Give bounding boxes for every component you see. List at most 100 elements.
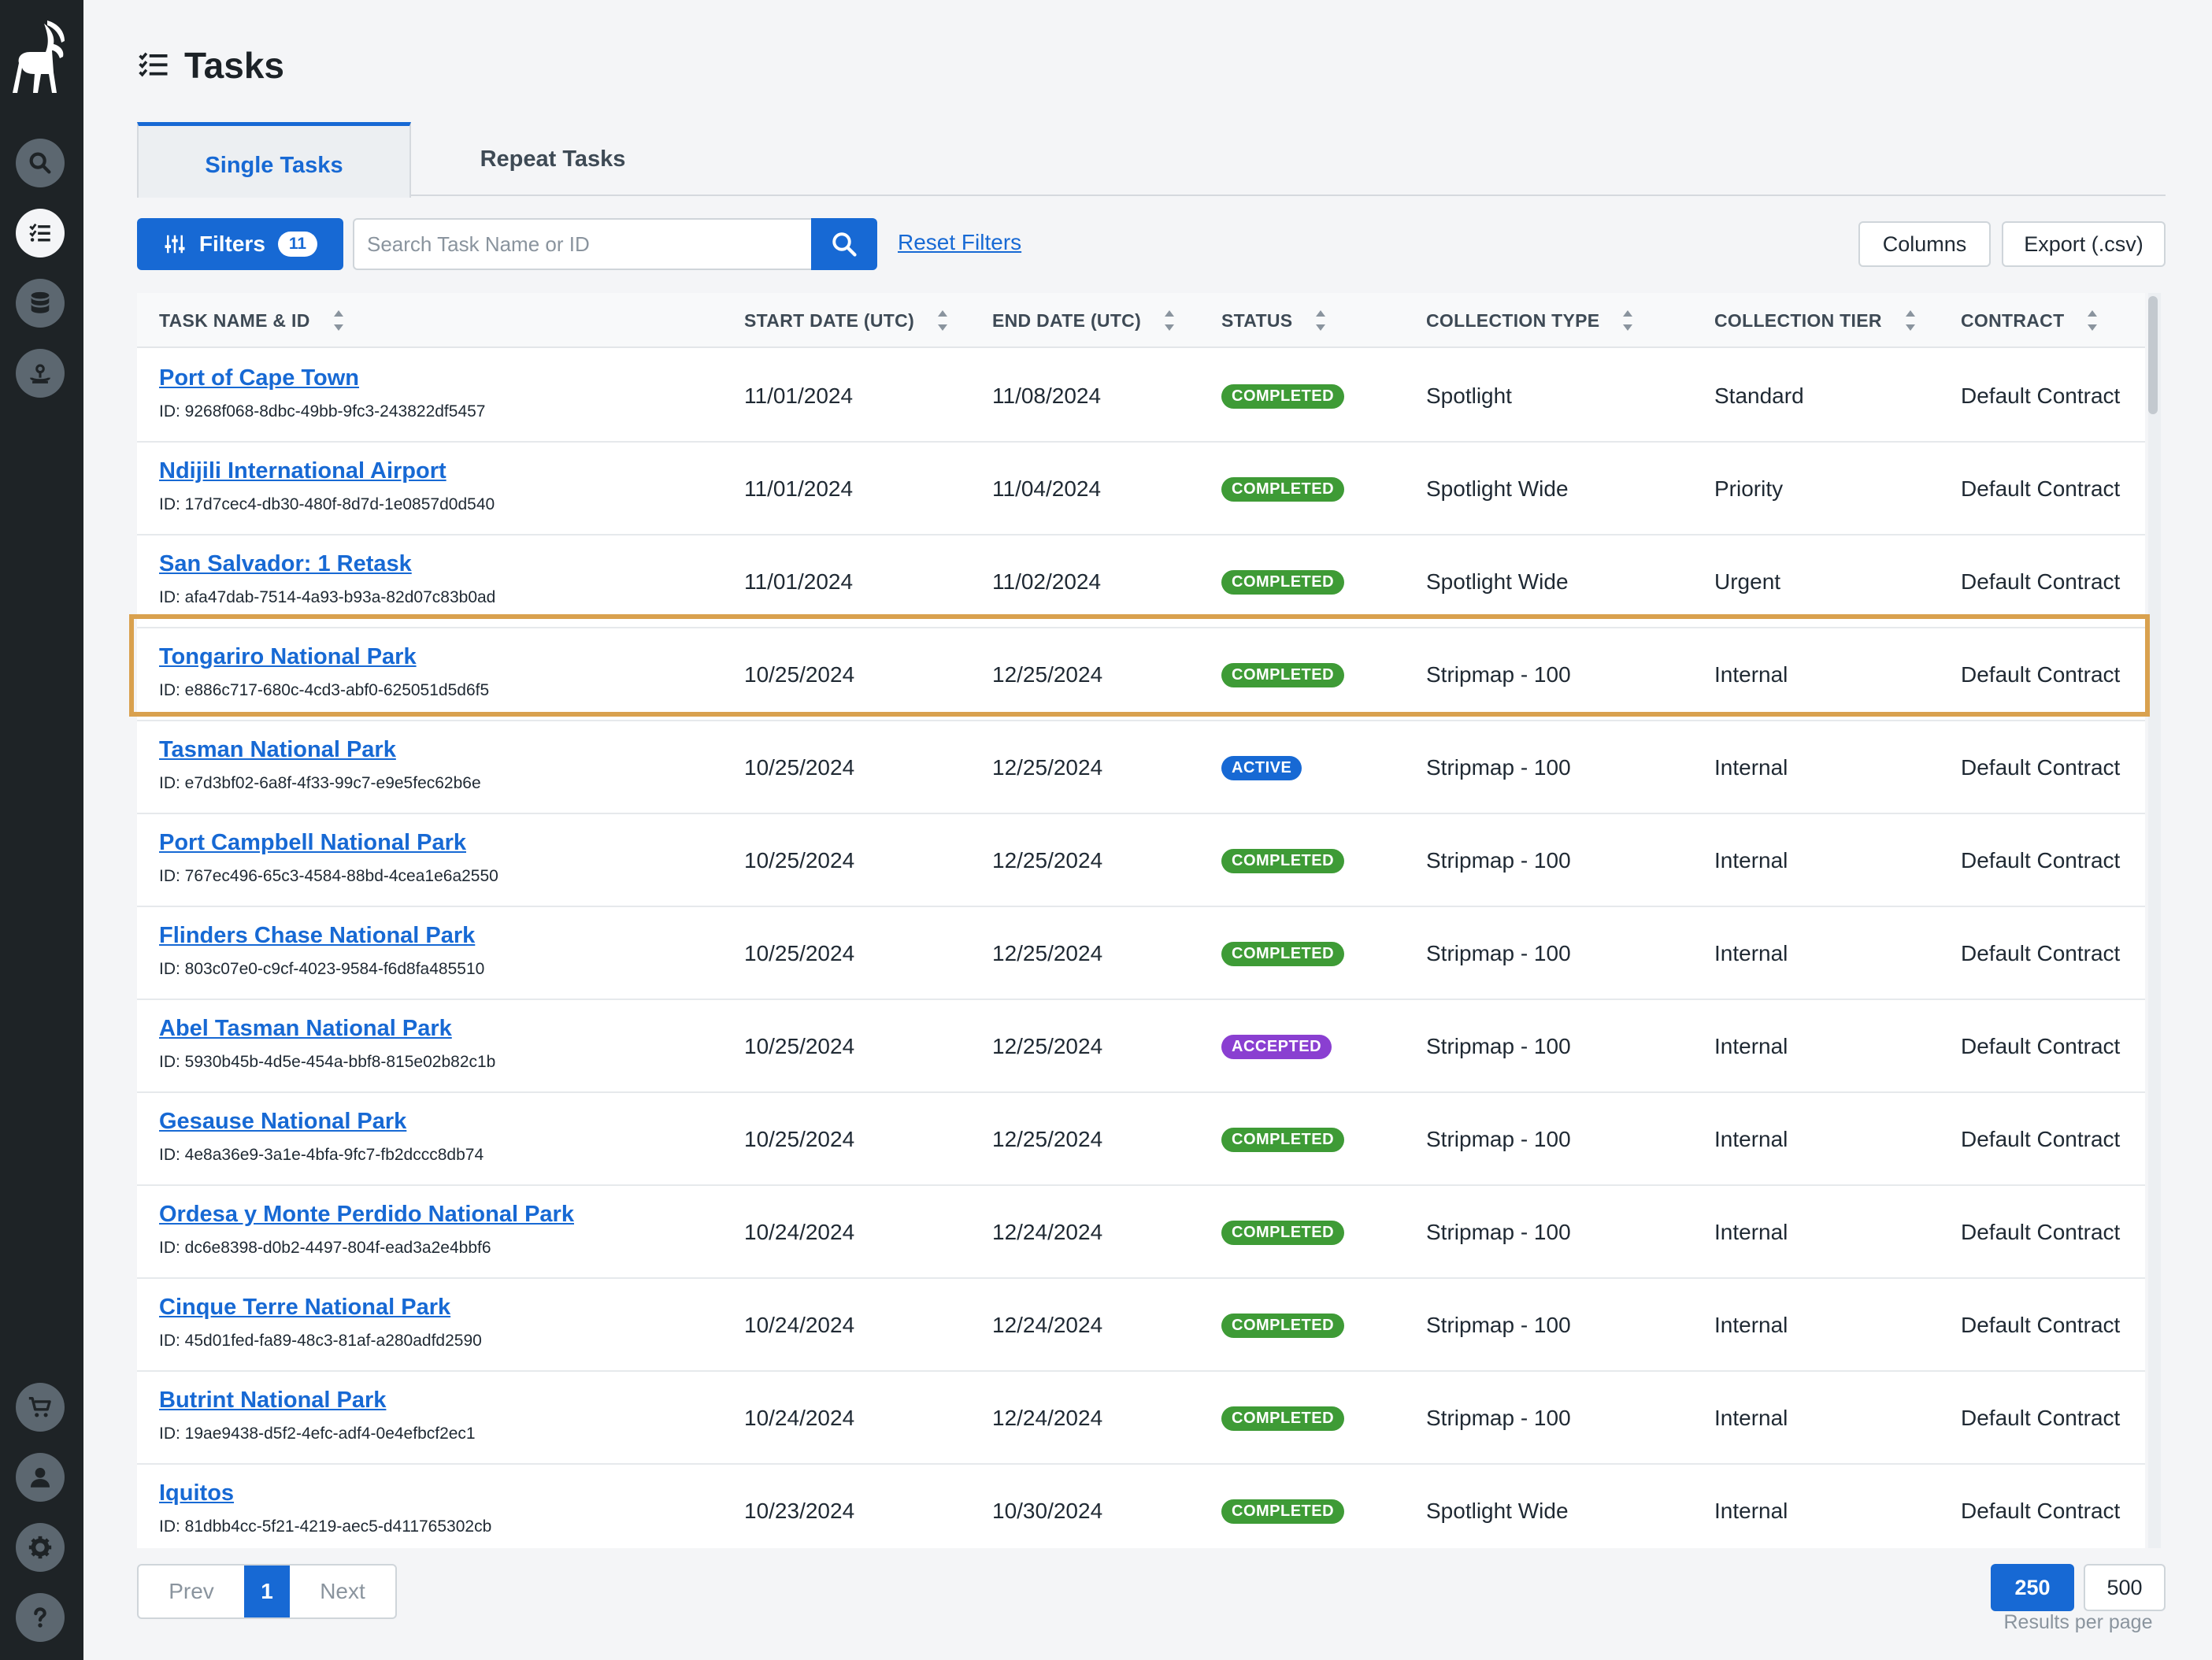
table-row[interactable]: San Salvador: 1 Retask ID: afa47dab-7514-… — [137, 535, 2145, 628]
current-page-button[interactable]: 1 — [244, 1566, 290, 1617]
task-name-link[interactable]: Iquitos — [159, 1480, 235, 1506]
collection-tier-cell: Internal — [1714, 1220, 1788, 1244]
results-per-page-250-button[interactable]: 250 — [1991, 1564, 2074, 1611]
status-cell: COMPLETED — [1221, 1186, 1345, 1279]
table-row[interactable]: Butrint National Park ID: 19ae9438-d5f2-4… — [137, 1372, 2145, 1465]
start-date-cell: 10/25/2024 — [744, 941, 855, 965]
status-badge: COMPLETED — [1221, 662, 1345, 687]
table-row[interactable]: Cinque Terre National Park ID: 45d01fed-f… — [137, 1279, 2145, 1372]
sort-icon — [1165, 310, 1175, 331]
task-name-cell: Cinque Terre National Park ID: 45d01fed-f… — [159, 1295, 482, 1351]
task-name-cell: Flinders Chase National Park ID: 803c07e0… — [159, 923, 484, 979]
column-header-end-date[interactable]: END DATE (UTC) — [992, 293, 1176, 348]
gear-icon — [28, 1536, 52, 1559]
tab-repeat-tasks[interactable]: Repeat Tasks — [480, 146, 626, 172]
task-name-link[interactable]: Gesause National Park — [159, 1109, 407, 1134]
results-per-page-label: Results per page — [2003, 1611, 2153, 1633]
help-nav-button[interactable] — [16, 1593, 65, 1642]
start-date-cell: 10/25/2024 — [744, 662, 855, 687]
data-nav-button[interactable] — [16, 279, 65, 328]
export-csv-button[interactable]: Export (.csv) — [2002, 221, 2166, 267]
scrollbar-thumb[interactable] — [2148, 296, 2158, 414]
table-row[interactable]: Tongariro National Park ID: e886c717-680c… — [137, 628, 2145, 721]
column-header-contract[interactable]: CONTRACT — [1961, 293, 2099, 348]
collection-type-cell: Spotlight Wide — [1426, 569, 1569, 594]
start-date-cell: 11/01/2024 — [744, 384, 854, 408]
table-row[interactable]: Abel Tasman National Park ID: 5930b45b-4d… — [137, 1000, 2145, 1093]
task-name-link[interactable]: Cinque Terre National Park — [159, 1295, 451, 1320]
columns-button[interactable]: Columns — [1858, 221, 1991, 267]
task-name-cell: Port Campbell National Park ID: 767ec496-… — [159, 830, 498, 886]
search-button[interactable] — [811, 218, 877, 270]
results-per-page-500-button[interactable]: 500 — [2084, 1564, 2166, 1611]
task-id: ID: 4e8a36e9-3a1e-4bfa-9fc7-fb2dccc8db74 — [159, 1146, 484, 1164]
status-badge: COMPLETED — [1221, 1499, 1345, 1524]
tasks-nav-button[interactable] — [16, 209, 65, 258]
reset-filters-link[interactable]: Reset Filters — [898, 230, 1022, 254]
settings-nav-button[interactable] — [16, 1523, 65, 1572]
prev-page-button[interactable]: Prev — [169, 1579, 214, 1603]
antelope-logo[interactable] — [9, 17, 72, 96]
column-header-start-date[interactable]: START DATE (UTC) — [744, 293, 949, 348]
table-row[interactable]: Ndijili International Airport ID: 17d7cec… — [137, 443, 2145, 535]
task-name-link[interactable]: Abel Tasman National Park — [159, 1016, 452, 1041]
account-nav-button[interactable] — [16, 1453, 65, 1502]
table-row[interactable]: Port Campbell National Park ID: 767ec496-… — [137, 814, 2145, 907]
cart-nav-button[interactable] — [16, 1383, 65, 1432]
collection-type-cell: Spotlight — [1426, 384, 1512, 408]
task-name-link[interactable]: Butrint National Park — [159, 1388, 387, 1413]
collection-tier-cell: Internal — [1714, 1406, 1788, 1430]
task-name-link[interactable]: Port Campbell National Park — [159, 830, 466, 855]
status-cell: COMPLETED — [1221, 1372, 1345, 1465]
status-badge: COMPLETED — [1221, 848, 1345, 873]
task-name-link[interactable]: Ndijili International Airport — [159, 458, 446, 484]
status-cell: COMPLETED — [1221, 628, 1345, 721]
search-input[interactable] — [353, 218, 811, 270]
collection-tier-cell: Internal — [1714, 755, 1788, 780]
status-badge: COMPLETED — [1221, 1313, 1345, 1338]
table-row[interactable]: Iquitos ID: 81dbb4cc-5f21-4219-aec5-d4117… — [137, 1465, 2145, 1548]
next-page-button[interactable]: Next — [320, 1579, 365, 1603]
satellite-icon — [30, 364, 50, 384]
task-list-icon — [29, 223, 50, 242]
status-badge: ACCEPTED — [1221, 1034, 1332, 1059]
table-header: TASK NAME & ID START DATE (UTC) END DATE… — [137, 293, 2145, 348]
table-scrollbar[interactable] — [2148, 293, 2161, 1548]
column-header-task-name[interactable]: TASK NAME & ID — [159, 293, 345, 348]
end-date-cell: 12/25/2024 — [992, 662, 1103, 687]
collection-type-cell: Stripmap - 100 — [1426, 1034, 1571, 1058]
filters-button[interactable]: Filters 11 — [137, 218, 343, 270]
task-name-link[interactable]: Tasman National Park — [159, 737, 396, 762]
column-header-status[interactable]: STATUS — [1221, 293, 1327, 348]
end-date-cell: 12/25/2024 — [992, 848, 1103, 873]
table-row[interactable]: Ordesa y Monte Perdido National Park ID: … — [137, 1186, 2145, 1279]
start-date-cell: 10/25/2024 — [744, 755, 855, 780]
table-row[interactable]: Flinders Chase National Park ID: 803c07e0… — [137, 907, 2145, 1000]
task-name-link[interactable]: Tongariro National Park — [159, 644, 417, 669]
database-icon — [31, 291, 50, 313]
table-row[interactable]: Port of Cape Town ID: 9268f068-8dbc-49bb-… — [137, 350, 2145, 443]
contract-cell: Default Contract — [1961, 662, 2121, 687]
end-date-cell: 11/02/2024 — [992, 569, 1102, 594]
column-header-collection-tier[interactable]: COLLECTION TIER — [1714, 293, 1917, 348]
table-row[interactable]: Gesause National Park ID: 4e8a36e9-3a1e-4… — [137, 1093, 2145, 1186]
task-name-link[interactable]: Ordesa y Monte Perdido National Park — [159, 1202, 574, 1227]
start-date-cell: 10/24/2024 — [744, 1313, 855, 1337]
tab-single-tasks[interactable]: Single Tasks — [137, 122, 411, 198]
task-id: ID: 5930b45b-4d5e-454a-bbf8-815e02b82c1b — [159, 1053, 496, 1071]
end-date-cell: 12/25/2024 — [992, 1127, 1103, 1151]
search-nav-button[interactable] — [16, 139, 65, 187]
status-cell: COMPLETED — [1221, 535, 1345, 628]
task-name-cell: San Salvador: 1 Retask ID: afa47dab-7514-… — [159, 551, 495, 607]
start-date-cell: 10/25/2024 — [744, 1127, 855, 1151]
contract-cell: Default Contract — [1961, 941, 2121, 965]
task-name-link[interactable]: San Salvador: 1 Retask — [159, 551, 412, 576]
task-name-link[interactable]: Port of Cape Town — [159, 365, 360, 391]
task-id: ID: e886c717-680c-4cd3-abf0-625051d5d6f5 — [159, 681, 490, 699]
filters-label: Filters — [198, 232, 265, 256]
status-badge: COMPLETED — [1221, 941, 1345, 966]
satellite-nav-button[interactable] — [16, 349, 65, 398]
task-name-link[interactable]: Flinders Chase National Park — [159, 923, 476, 948]
column-header-collection-type[interactable]: COLLECTION TYPE — [1426, 293, 1634, 348]
table-row[interactable]: Tasman National Park ID: e7d3bf02-6a8f-4f… — [137, 721, 2145, 814]
